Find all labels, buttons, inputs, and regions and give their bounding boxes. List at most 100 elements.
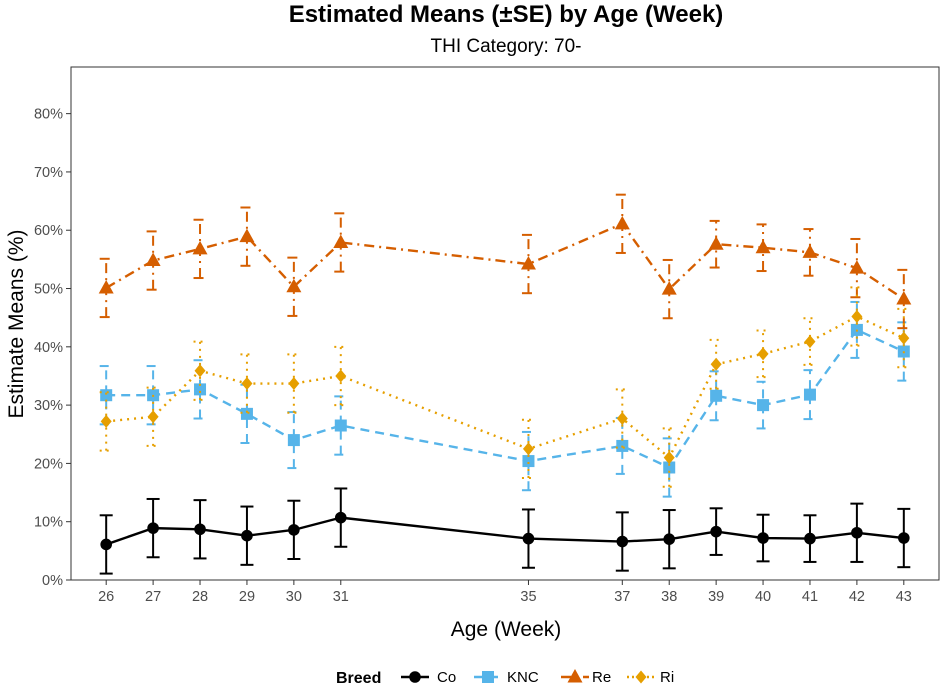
point-knc: [522, 455, 535, 468]
errorbar-knc: [662, 437, 676, 498]
x-tick-label: 41: [802, 589, 818, 605]
point-re: [755, 239, 771, 254]
legend-title: Breed: [336, 670, 381, 686]
legend-marker-knc: [482, 671, 494, 683]
series-line-co: [105, 516, 904, 546]
x-axis-label: Age (Week): [451, 618, 562, 641]
chart-title: Estimated Means (±SE) by Age (Week): [289, 1, 724, 28]
point-re: [98, 279, 114, 294]
point-ri: [147, 410, 159, 424]
point-ri: [241, 377, 253, 391]
x-tick-label: 42: [849, 589, 865, 605]
series-co: [99, 487, 911, 575]
point-co: [804, 532, 816, 545]
series-line-knc: [106, 328, 905, 469]
point-re: [192, 240, 208, 255]
series-ri: [99, 286, 911, 488]
series-line-re: [105, 222, 905, 301]
point-ri: [616, 412, 628, 426]
y-tick-label: 80%: [34, 107, 63, 123]
point-ri: [898, 331, 910, 345]
x-tick-label: 37: [614, 589, 630, 605]
point-re: [802, 244, 818, 258]
point-knc: [757, 399, 770, 412]
legend-item-ri: Ri: [627, 669, 674, 686]
point-knc: [240, 407, 253, 420]
point-re: [614, 215, 630, 230]
point-knc: [663, 461, 676, 474]
point-re: [896, 291, 912, 305]
point-re: [849, 260, 865, 274]
point-co: [898, 532, 910, 544]
legend: Breed Co KNC Re Ri: [336, 669, 674, 686]
y-axis-label: Estimate Means (%): [5, 229, 28, 418]
x-tick-label: 31: [333, 589, 349, 605]
point-ri: [335, 369, 347, 383]
y-tick-label: 70%: [34, 165, 63, 181]
point-re: [239, 228, 255, 243]
point-ri: [288, 377, 300, 391]
y-tick-label: 40%: [34, 340, 63, 356]
point-ri: [710, 357, 722, 371]
series-re: [98, 193, 912, 330]
point-co: [241, 529, 253, 542]
legend-item-re: Re: [561, 669, 611, 686]
series-line-ri: [106, 315, 905, 459]
point-knc: [287, 434, 300, 447]
point-re: [333, 234, 349, 248]
point-ri: [663, 451, 675, 465]
x-tick-label: 43: [896, 589, 912, 605]
x-tick-label: 40: [755, 589, 771, 605]
point-ri: [757, 347, 769, 361]
x-tick-label: 27: [145, 589, 161, 605]
point-co: [194, 523, 206, 536]
x-tick-label: 28: [192, 589, 208, 605]
axis-ticks: 26 27 28 29 30 31 35 37 38 39 40 41 42 43 0% 10% 20% 30% 4…: [34, 107, 912, 605]
point-ri: [194, 364, 206, 378]
point-knc: [334, 419, 347, 432]
y-tick-label: 10%: [34, 515, 63, 531]
legend-marker-ri: [635, 670, 647, 684]
legend-item-co: Co: [401, 669, 456, 686]
point-co: [334, 511, 347, 524]
x-tick-label: 38: [661, 589, 677, 605]
point-knc: [710, 389, 723, 402]
point-ri: [851, 310, 863, 324]
x-tick-label: 39: [708, 589, 724, 605]
x-tick-label: 26: [98, 589, 114, 605]
legend-label-re: Re: [592, 669, 611, 686]
point-re: [145, 252, 161, 267]
x-tick-label: 35: [520, 589, 536, 605]
y-tick-label: 50%: [34, 282, 63, 298]
errorbar-ri: [756, 329, 770, 379]
x-tick-label: 30: [286, 589, 302, 605]
legend-marker-re: [567, 669, 583, 683]
point-ri: [522, 442, 534, 456]
series-layer: [98, 193, 912, 575]
point-co: [522, 532, 535, 545]
plot-panel: [70, 66, 940, 581]
point-ri: [100, 414, 112, 428]
chart-subtitle: THI Category: 70-: [431, 36, 582, 57]
point-knc: [803, 388, 816, 401]
point-re: [286, 278, 302, 293]
point-re: [661, 281, 677, 295]
errorbar-knc: [709, 370, 723, 422]
x-tick-label: 29: [239, 589, 255, 605]
point-ri: [804, 335, 816, 349]
errorbar-ri: [803, 317, 817, 366]
errorbar-ri: [709, 338, 723, 390]
point-co: [851, 526, 863, 539]
y-tick-label: 20%: [34, 456, 63, 472]
legend-label-ri: Ri: [660, 669, 674, 686]
point-knc: [100, 389, 113, 402]
point-co: [710, 525, 722, 538]
point-co: [147, 522, 159, 534]
legend-item-knc: KNC: [474, 669, 539, 686]
point-re: [520, 256, 536, 270]
legend-marker-co: [409, 671, 421, 683]
y-tick-label: 60%: [34, 223, 63, 239]
point-co: [288, 524, 300, 536]
point-co: [757, 532, 769, 544]
